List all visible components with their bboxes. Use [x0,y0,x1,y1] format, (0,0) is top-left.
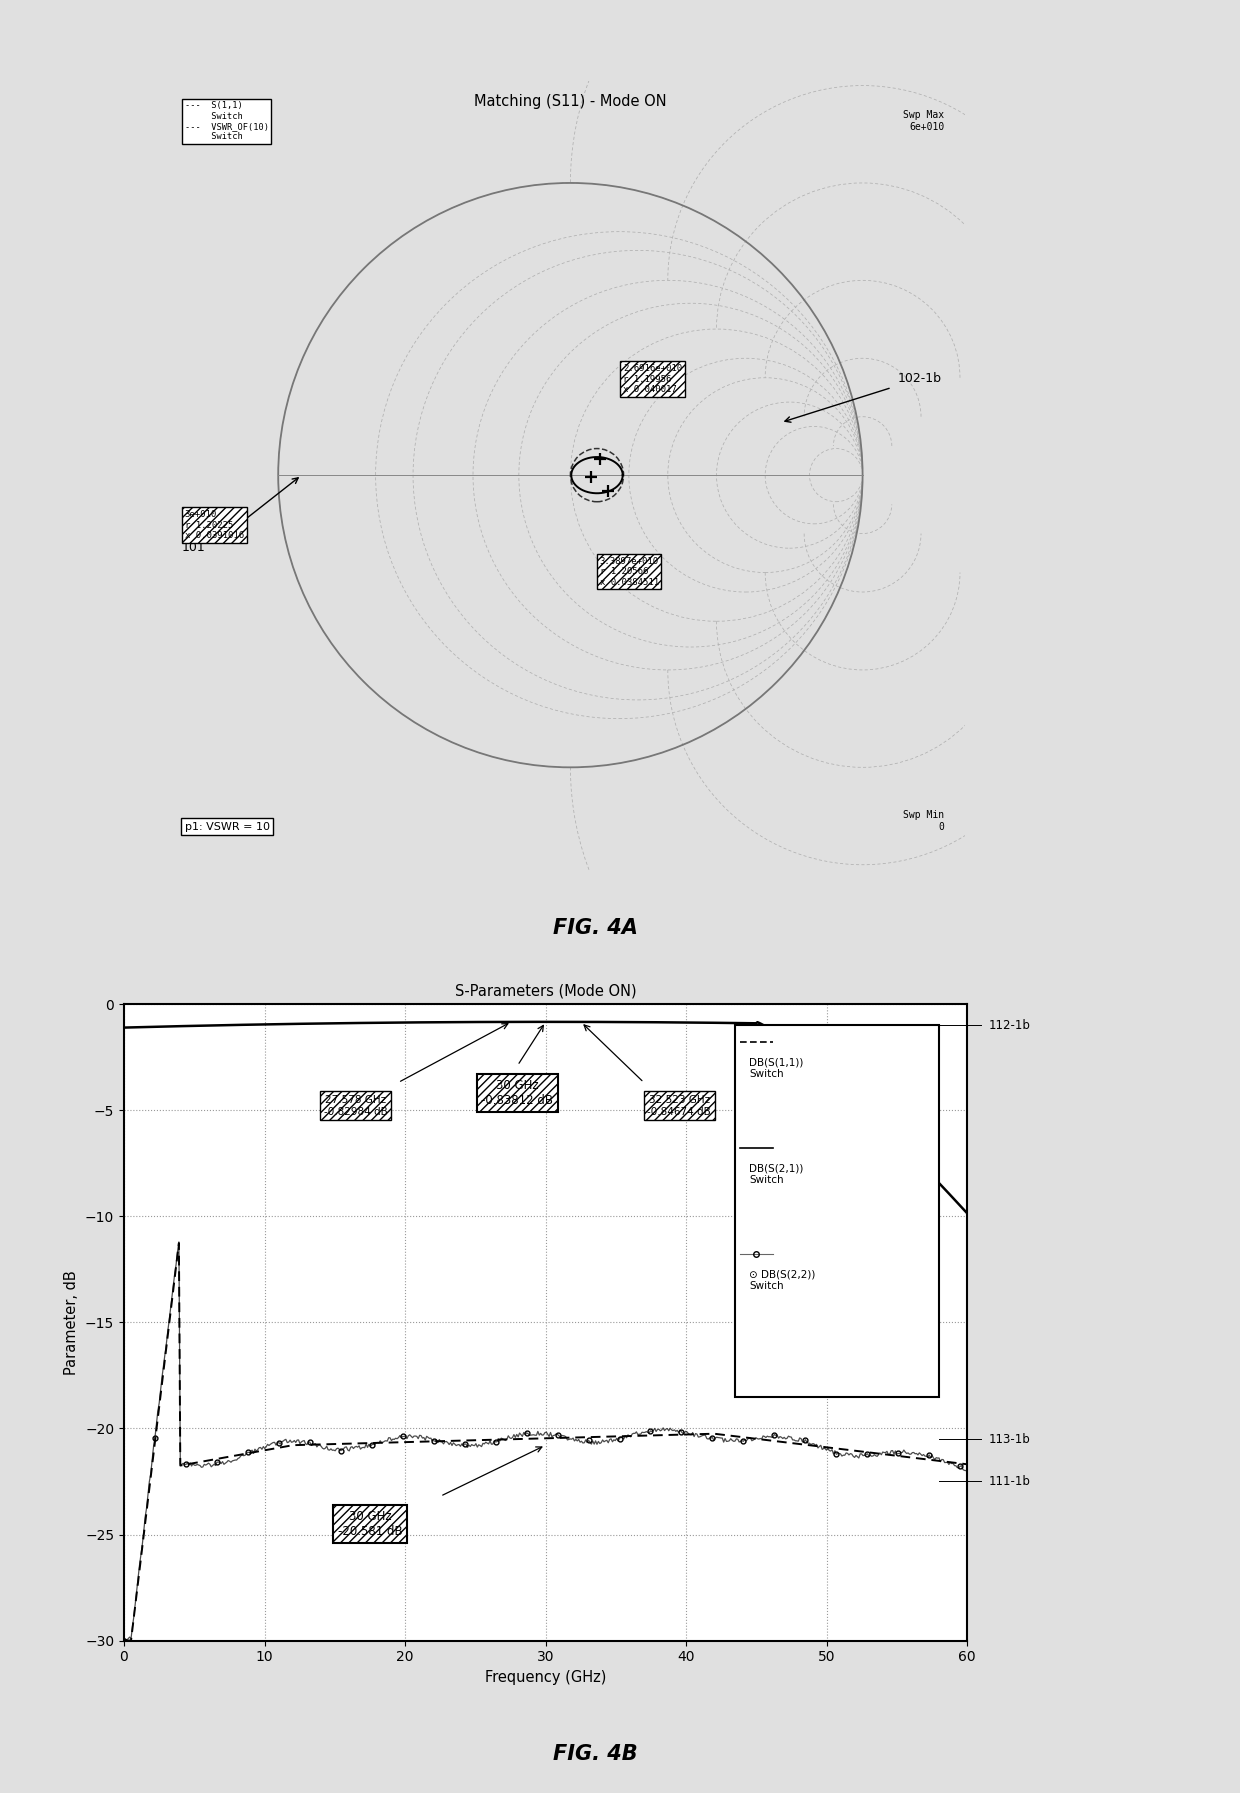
Text: p1: VSWR = 10: p1: VSWR = 10 [185,821,270,832]
Text: 102-1b: 102-1b [898,371,941,385]
Text: DB(S(1,1))
Switch: DB(S(1,1)) Switch [749,1058,804,1079]
Text: Swp Max
6e+010: Swp Max 6e+010 [903,109,945,131]
Text: DB(S(2,1))
Switch: DB(S(2,1)) Switch [749,1164,804,1185]
Text: ---  S(1,1)
     Switch
---  VSWR_OF(10)
     Switch: --- S(1,1) Switch --- VSWR_OF(10) Switch [185,100,269,142]
Text: 32.523 GHz
-0.84674 dB: 32.523 GHz -0.84674 dB [647,1096,711,1117]
Text: FIG. 4B: FIG. 4B [553,1743,637,1764]
Text: 113-1b: 113-1b [988,1433,1030,1445]
Y-axis label: Parameter, dB: Parameter, dB [64,1269,79,1375]
Text: 2.6916e+010
r 1.19956
x 0.040017: 2.6916e+010 r 1.19956 x 0.040017 [622,364,682,394]
Text: 30 GHz
-0.83812 dB: 30 GHz -0.83812 dB [481,1079,553,1108]
FancyBboxPatch shape [735,1026,939,1397]
Text: 30 GHz
-20.581 dB: 30 GHz -20.581 dB [337,1510,402,1538]
Text: 112-1b: 112-1b [988,1018,1030,1031]
Text: 111-1b: 111-1b [988,1476,1030,1488]
Title: S-Parameters (Mode ON): S-Parameters (Mode ON) [455,984,636,999]
Text: ⊙ DB(S(2,2))
Switch: ⊙ DB(S(2,2)) Switch [749,1269,816,1291]
Text: 3e+010
r 1.20225
x 0.0391016: 3e+010 r 1.20225 x 0.0391016 [185,511,244,540]
Text: Matching (S11) - Mode ON: Matching (S11) - Mode ON [474,93,667,109]
Text: 27.578 GHz
-0.82984 dB: 27.578 GHz -0.82984 dB [324,1096,388,1117]
Text: FIG. 4A: FIG. 4A [553,918,637,938]
Text: 3.3897e+010
r 1.20566
x 0.0384511: 3.3897e+010 r 1.20566 x 0.0384511 [600,558,658,586]
X-axis label: Frequency (GHz): Frequency (GHz) [485,1669,606,1685]
Text: 101: 101 [182,541,206,554]
Text: Swp Min
0: Swp Min 0 [903,810,945,832]
